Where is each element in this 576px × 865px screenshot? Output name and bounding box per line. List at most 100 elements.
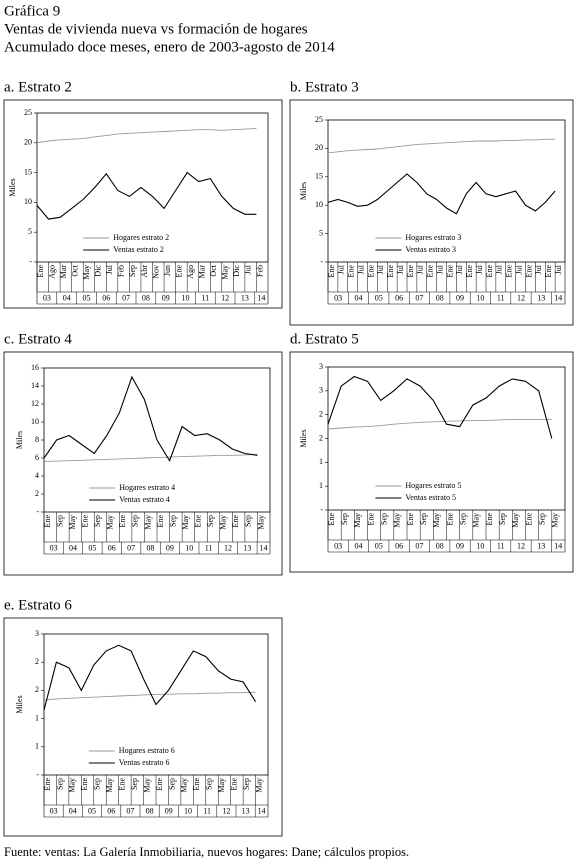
y-axis-label: Miles <box>299 182 308 200</box>
y-tick-label: 10 <box>315 200 323 209</box>
year-label: 06 <box>107 806 115 815</box>
year-label: 05 <box>375 293 383 302</box>
figure-subtitle: Acumulado doce meses, enero de 2003-agos… <box>4 39 335 55</box>
year-label: 03 <box>334 293 342 302</box>
x-tick-label: Ene <box>80 515 89 528</box>
x-tick-label: Ene <box>386 265 395 278</box>
y-tick-label: 1 <box>35 742 39 751</box>
year-label: 13 <box>241 293 249 302</box>
year-label: 07 <box>415 293 423 302</box>
year-label: 07 <box>126 806 134 815</box>
year-label: 10 <box>476 541 484 550</box>
x-tick-label: Ene <box>80 778 89 791</box>
x-tick-label: May <box>142 778 151 793</box>
year-label: 09 <box>166 543 174 552</box>
x-tick-label: Jul <box>554 264 563 274</box>
x-tick-label: May <box>254 778 263 793</box>
series-line <box>327 173 556 215</box>
year-label: 14 <box>554 293 562 302</box>
x-tick-label: Jul <box>514 264 523 274</box>
y-tick-label: - <box>36 507 39 516</box>
x-tick-label: Jun <box>163 265 172 276</box>
x-tick-label: May <box>219 515 228 530</box>
year-label: 09 <box>162 293 170 302</box>
legend-label: Hogares estrato 3 <box>405 233 461 242</box>
year-label: 05 <box>375 541 383 550</box>
x-tick-label: May <box>181 515 190 530</box>
y-tick-label: 3 <box>319 386 323 395</box>
legend-label: Hogares estrato 2 <box>113 233 169 242</box>
year-label: 14 <box>258 806 266 815</box>
x-tick-label: Ene <box>43 515 52 528</box>
x-tick-label: Sep <box>206 515 215 527</box>
x-tick-label: Ene <box>118 515 127 528</box>
plot-area <box>36 112 269 263</box>
x-tick-label: Sep <box>130 778 139 790</box>
y-tick-label: 20 <box>24 138 32 147</box>
series-line <box>327 375 553 439</box>
x-tick-label: Ago <box>186 265 195 279</box>
year-label: 05 <box>83 293 91 302</box>
year-label: 04 <box>69 543 77 552</box>
x-tick-label: Jul <box>396 264 405 274</box>
y-tick-label: 6 <box>35 453 39 462</box>
year-label: 08 <box>436 541 444 550</box>
x-tick-label: Ago <box>47 265 56 279</box>
x-tick-label: May <box>432 513 441 528</box>
year-label: 10 <box>184 806 192 815</box>
year-label: 14 <box>554 541 562 550</box>
x-tick-label: Ene <box>229 778 238 791</box>
y-tick-label: 1 <box>319 457 323 466</box>
year-label: 08 <box>436 293 444 302</box>
y-tick-label: 15 <box>24 167 32 176</box>
y-tick-label: 3 <box>35 629 39 638</box>
x-tick-label: Sep <box>131 515 140 527</box>
y-tick-label: 3 <box>319 362 323 371</box>
y-tick-label: 8 <box>35 435 39 444</box>
y-axis-label: Miles <box>15 431 24 449</box>
year-label: 04 <box>69 806 77 815</box>
x-tick-label: Ene <box>465 265 474 278</box>
x-tick-label: Ene <box>36 265 45 278</box>
x-tick-label: Jul <box>475 264 484 274</box>
y-axis-label: Miles <box>299 429 308 447</box>
year-label: 11 <box>205 543 213 552</box>
x-tick-label: Sep <box>419 513 428 525</box>
year-label: 08 <box>146 806 154 815</box>
x-tick-label: Nov <box>151 265 160 279</box>
x-tick-label: Ene <box>366 265 375 278</box>
legend-label: Hogares estrato 4 <box>119 483 175 492</box>
x-tick-label: Jul <box>416 264 425 274</box>
y-tick-label: 20 <box>315 143 323 152</box>
y-tick-label: - <box>320 257 323 266</box>
panel-frame <box>289 99 574 326</box>
x-tick-label: Ene <box>426 265 435 278</box>
x-tick-label: Ene <box>327 513 336 526</box>
y-tick-label: - <box>320 505 323 514</box>
y-tick-label: 2 <box>35 657 39 666</box>
year-label: 10 <box>185 543 193 552</box>
x-tick-label: Oct <box>209 264 218 276</box>
x-tick-label: Jul <box>376 264 385 274</box>
chart-title: e. Estrato 6 <box>4 597 72 613</box>
x-tick-label: Jul <box>455 264 464 274</box>
year-label: 11 <box>203 806 211 815</box>
x-tick-label: Ene <box>327 265 336 278</box>
source-note: Fuente: ventas: La Galería Inmobiliaria,… <box>4 845 409 859</box>
x-tick-label: Ene <box>485 513 494 526</box>
y-tick-label: 2 <box>35 489 39 498</box>
year-label: 08 <box>147 543 155 552</box>
series-line <box>327 418 552 430</box>
year-label: 11 <box>201 293 209 302</box>
year-label: 03 <box>50 543 58 552</box>
x-tick-label: Ene <box>231 515 240 528</box>
year-label: 06 <box>102 293 110 302</box>
x-tick-label: Sep <box>168 515 177 527</box>
x-tick-label: Oct <box>70 264 79 276</box>
x-tick-label: Ene <box>406 513 415 526</box>
panel-frame <box>289 351 574 573</box>
y-tick-label: 15 <box>315 172 323 181</box>
x-tick-label: Sep <box>93 778 102 790</box>
x-tick-label: May <box>256 515 265 530</box>
plot-area <box>327 119 566 263</box>
